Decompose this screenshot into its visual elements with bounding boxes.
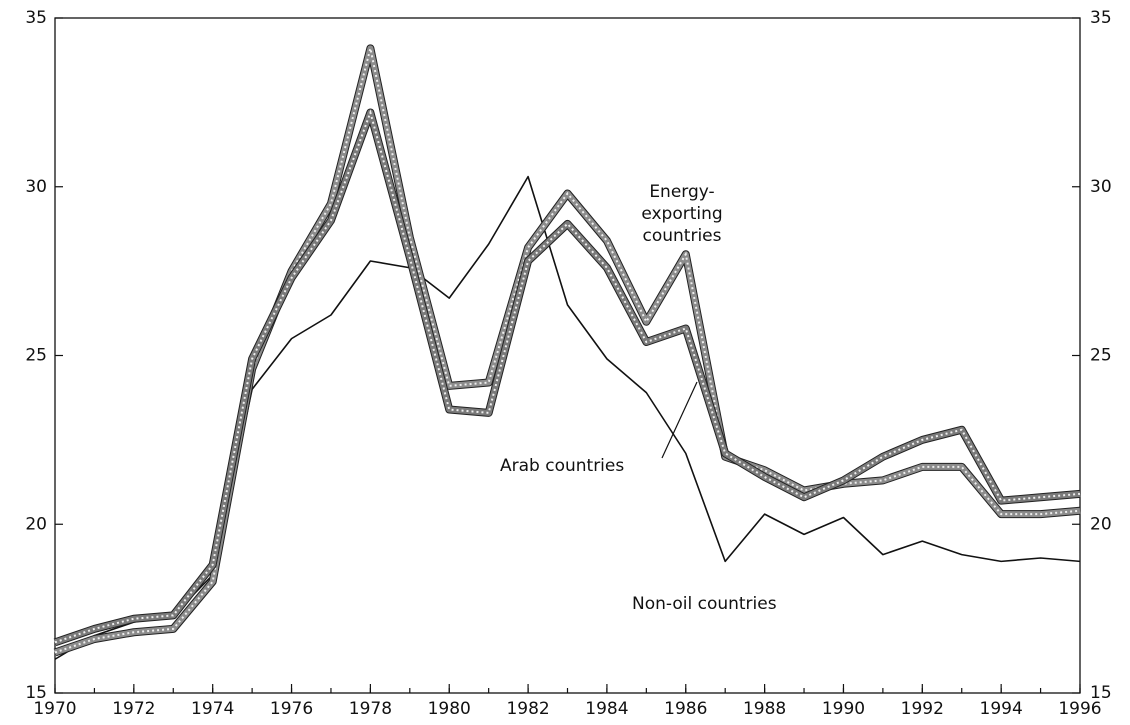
x-tick-label: 1974 — [191, 699, 234, 719]
series-line — [54, 45, 1081, 656]
y2-tick-label: 30 — [1090, 177, 1112, 197]
y-tick-label: 20 — [25, 514, 47, 534]
x-tick-label: 1986 — [664, 699, 707, 719]
x-tick-label: 1996 — [1058, 699, 1101, 719]
x-tick-label: 1984 — [585, 699, 628, 719]
y2-tick-label: 25 — [1090, 346, 1112, 366]
y-tick-label: 30 — [25, 177, 47, 197]
annotation: countries — [643, 226, 722, 246]
y-tick-label: 35 — [25, 8, 47, 28]
arab-leader-line — [661, 381, 698, 459]
y-tick-label: 15 — [25, 683, 47, 703]
annotation: exporting — [641, 204, 722, 224]
series-outline — [53, 44, 1081, 657]
x-tick-label: 1978 — [349, 699, 392, 719]
x-tick-label: 1976 — [270, 699, 313, 719]
series-hatch — [54, 48, 1081, 654]
x-tick-label: 1992 — [901, 699, 944, 719]
x-tick-label: 1988 — [743, 699, 786, 719]
x-tick-label: 1982 — [506, 699, 549, 719]
annotation: Non-oil countries — [632, 594, 777, 614]
series-hatch — [54, 109, 1081, 644]
x-tick-label: 1990 — [822, 699, 865, 719]
y2-tick-label: 20 — [1090, 514, 1112, 534]
annotation: Arab countries — [500, 456, 624, 476]
y2-tick-label: 15 — [1090, 683, 1112, 703]
x-tick-label: 1994 — [980, 699, 1023, 719]
y-tick-label: 25 — [25, 346, 47, 366]
x-tick-label: 1980 — [428, 699, 471, 719]
y2-tick-label: 35 — [1090, 8, 1112, 28]
x-tick-label: 1972 — [112, 699, 155, 719]
annotation: Energy- — [649, 182, 714, 202]
x-tick-label: 1970 — [33, 699, 76, 719]
